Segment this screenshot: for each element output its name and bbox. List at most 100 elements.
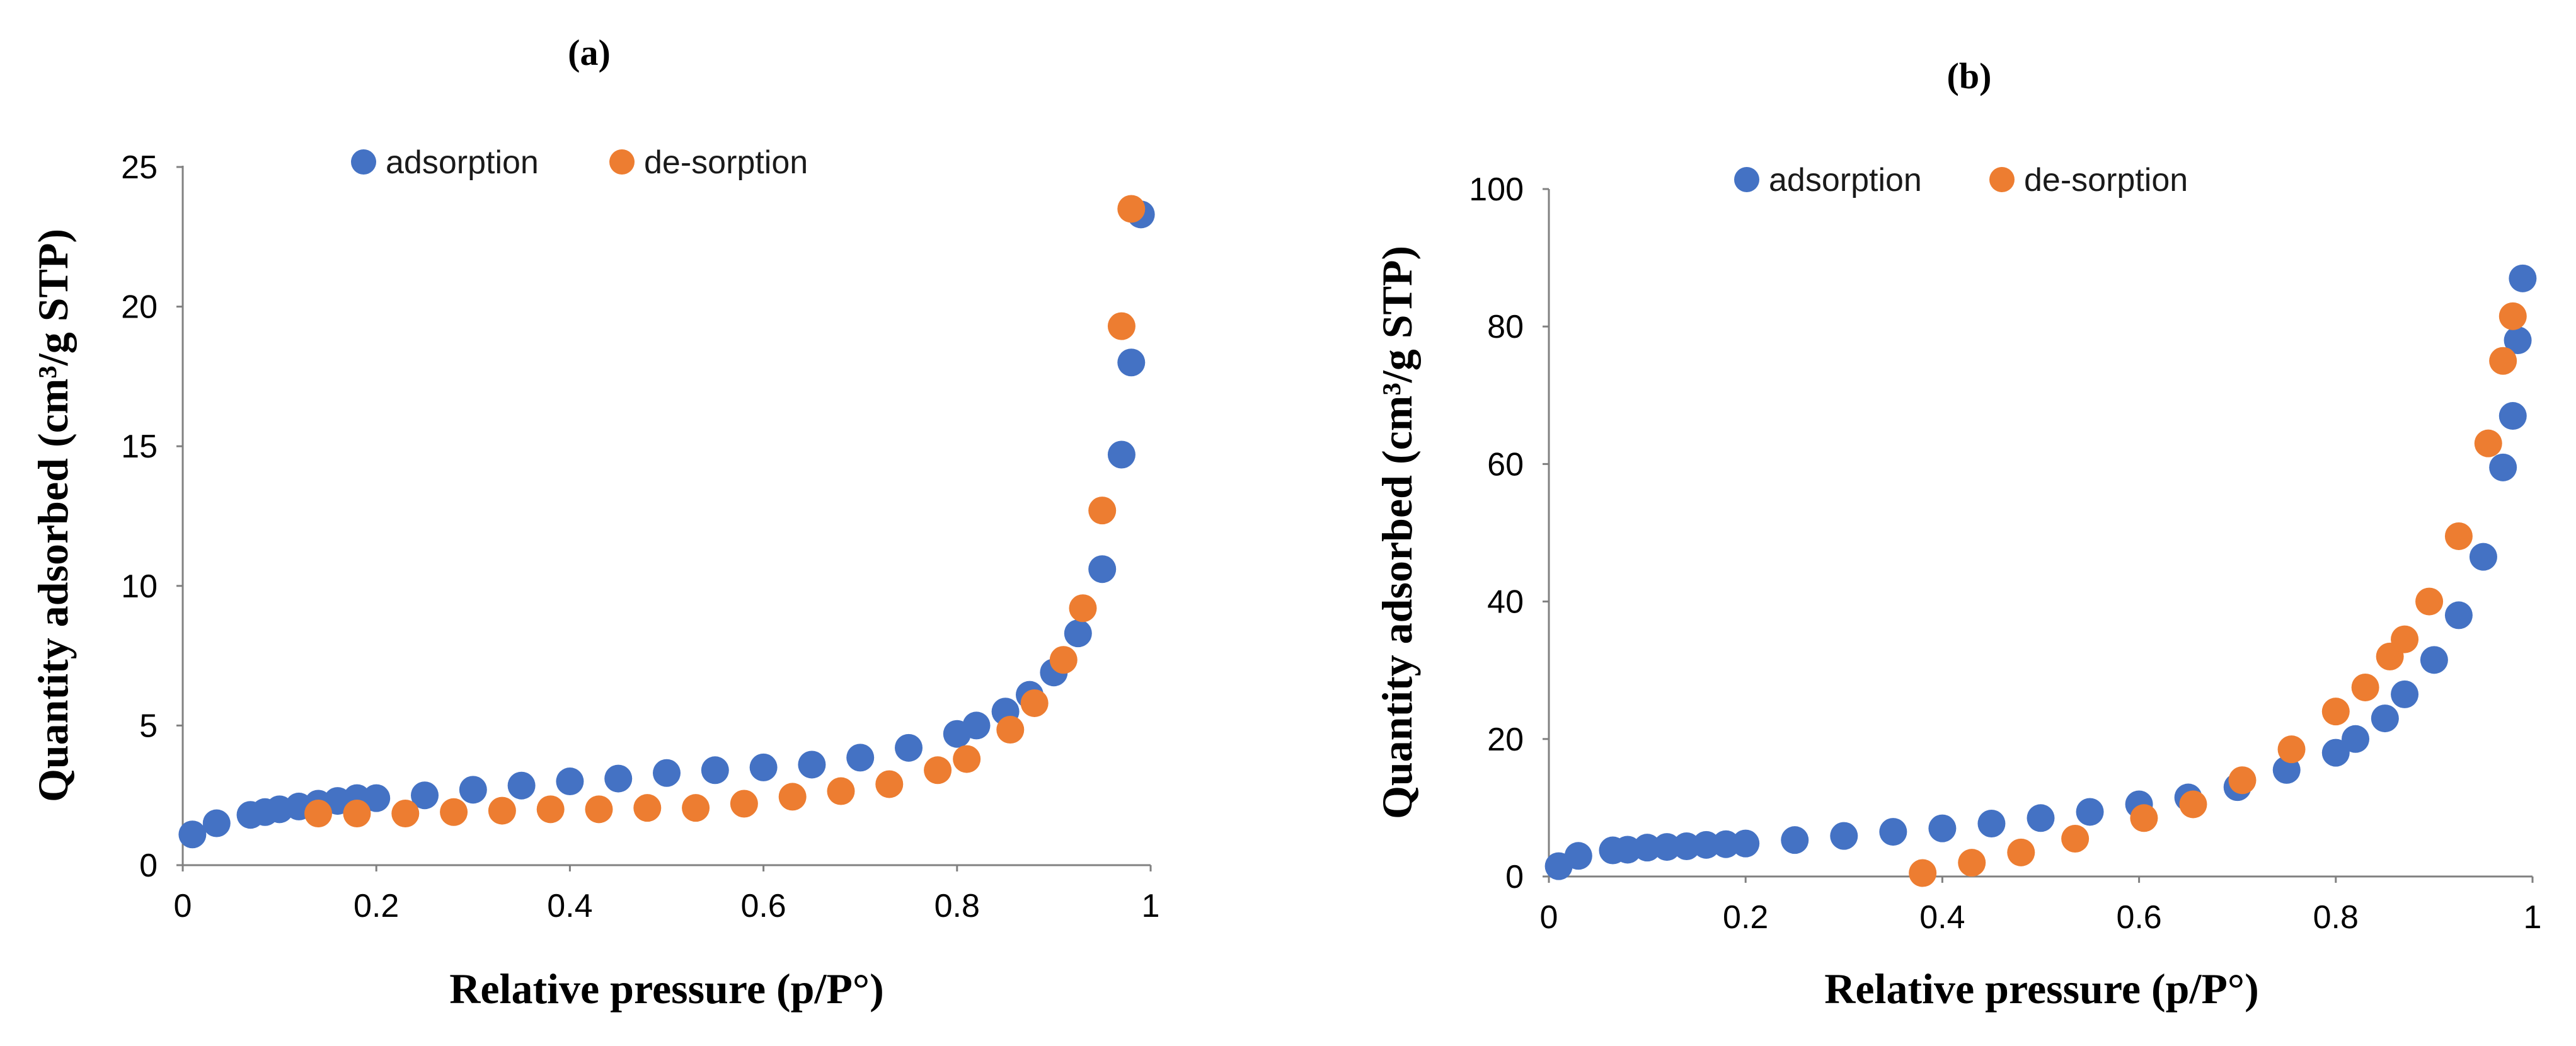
y-tick-label: 60 — [1487, 446, 1524, 483]
ticks-b: 0 0.2 0.4 0.6 0.8 1 0 20 40 60 80 100 — [1469, 171, 2541, 936]
adsorption-point — [1564, 842, 1592, 870]
adsorption-point — [2420, 646, 2448, 674]
desorption-point — [1909, 859, 1937, 887]
desorption-point — [924, 756, 952, 784]
legend-label-desorption-b: de-sorption — [2024, 162, 2188, 198]
x-tick-label: 0.6 — [2116, 899, 2161, 936]
desorption-point — [440, 798, 468, 826]
desorption-point — [2179, 790, 2207, 819]
desorption-point — [1069, 594, 1097, 623]
legend-marker-adsorption-a — [351, 149, 376, 175]
adsorption-point — [2489, 453, 2517, 481]
desorption-point — [2391, 625, 2419, 653]
adsorption-point — [653, 759, 681, 787]
x-tick-label: 0.4 — [547, 888, 592, 924]
adsorption-point — [2444, 601, 2473, 629]
desorption-point — [730, 790, 758, 818]
adsorption-point — [1672, 832, 1701, 860]
adsorption-point — [1732, 829, 1760, 858]
adsorption-point — [1633, 834, 1662, 862]
desorption-point — [2228, 766, 2257, 795]
legend-label-desorption-a: de-sorption — [644, 144, 808, 181]
adsorption-point — [2498, 402, 2527, 430]
desorption-point — [953, 745, 981, 773]
legend-a: adsorption de-sorption — [351, 144, 808, 181]
y-tick-label: 80 — [1487, 309, 1524, 345]
legend-marker-desorption-a — [609, 149, 635, 175]
adsorption-point — [1711, 830, 1740, 858]
y-tick-label: 25 — [121, 149, 158, 186]
x-axis-title-a: Relative pressure (p/P°) — [449, 965, 883, 1013]
desorption-point — [343, 800, 371, 828]
x-tick-label: 0.6 — [740, 888, 786, 924]
adsorption-point — [798, 750, 826, 779]
series-adsorption — [1544, 264, 2537, 880]
desorption-point — [2007, 838, 2035, 866]
legend-marker-desorption-b — [1989, 167, 2015, 192]
desorption-point — [2351, 673, 2379, 701]
y-tick-label: 100 — [1469, 171, 1524, 208]
x-tick-label: 1 — [1142, 888, 1160, 924]
adsorption-point — [2321, 739, 2350, 767]
y-tick-label: 20 — [1487, 721, 1524, 758]
desorption-point — [2321, 698, 2350, 726]
desorption-point — [1107, 312, 1136, 340]
desorption-point — [827, 777, 855, 805]
desorption-point — [1020, 689, 1049, 717]
desorption-point — [536, 795, 565, 824]
series-de-sorption — [1909, 302, 2527, 887]
desorption-point — [2498, 302, 2527, 330]
desorption-point — [2415, 587, 2444, 616]
desorption-point — [1088, 497, 1117, 525]
legend-b: adsorption de-sorption — [1734, 162, 2188, 198]
markers-a — [178, 195, 1155, 849]
legend-marker-adsorption-b — [1734, 167, 1759, 192]
adsorption-point — [1117, 348, 1146, 377]
desorption-point — [488, 796, 516, 825]
desorption-point — [633, 794, 662, 822]
adsorption-point — [202, 809, 231, 837]
desorption-point — [996, 716, 1025, 744]
desorption-point — [2489, 347, 2517, 375]
adsorption-point — [2504, 326, 2532, 355]
y-axis-title-a: Quantity adsorbed (cm³/g STP) — [29, 229, 77, 802]
desorption-point — [2061, 824, 2090, 853]
y-tick-label: 10 — [121, 568, 158, 605]
adsorption-point — [362, 784, 391, 812]
y-tick-label: 0 — [1505, 859, 1524, 895]
adsorption-point — [895, 733, 923, 762]
series-adsorption — [178, 200, 1155, 849]
y-tick-label: 40 — [1487, 584, 1524, 621]
x-tick-label: 0.2 — [1723, 899, 1768, 936]
adsorption-point — [1879, 818, 1907, 846]
desorption-point — [682, 794, 710, 822]
desorption-point — [2474, 429, 2502, 457]
x-tick-label: 0.2 — [354, 888, 399, 924]
y-axis-title-b: Quantity adsorbed (cm³/g STP) — [1373, 246, 1421, 819]
y-tick-label: 5 — [139, 708, 158, 744]
adsorption-point — [1928, 814, 1957, 842]
adsorption-point — [1977, 809, 2006, 837]
x-tick-label: 1 — [2524, 899, 2542, 936]
desorption-point — [875, 770, 904, 798]
adsorption-point — [2027, 804, 2055, 832]
desorption-point — [2444, 522, 2473, 550]
adsorption-point — [701, 756, 729, 784]
x-axis-title-b: Relative pressure (p/P°) — [1824, 965, 2258, 1013]
adsorption-point — [178, 820, 207, 849]
adsorption-point — [1781, 826, 1809, 854]
desorption-point — [585, 795, 613, 824]
adsorption-point — [1064, 619, 1092, 648]
x-tick-label: 0 — [174, 888, 192, 924]
panel-b: (b) 0 0.2 0.4 0.6 0.8 1 0 20 40 60 80 100 adsorptio… — [1373, 55, 2541, 1013]
y-tick-label: 15 — [121, 428, 158, 465]
adsorption-point — [1088, 555, 1117, 583]
y-tick-label: 20 — [121, 289, 158, 326]
adsorption-point — [2469, 543, 2497, 571]
adsorption-point — [1692, 830, 1720, 859]
desorption-point — [778, 783, 807, 811]
panel-label-b: (b) — [1947, 55, 1992, 96]
adsorption-point — [2342, 725, 2370, 753]
